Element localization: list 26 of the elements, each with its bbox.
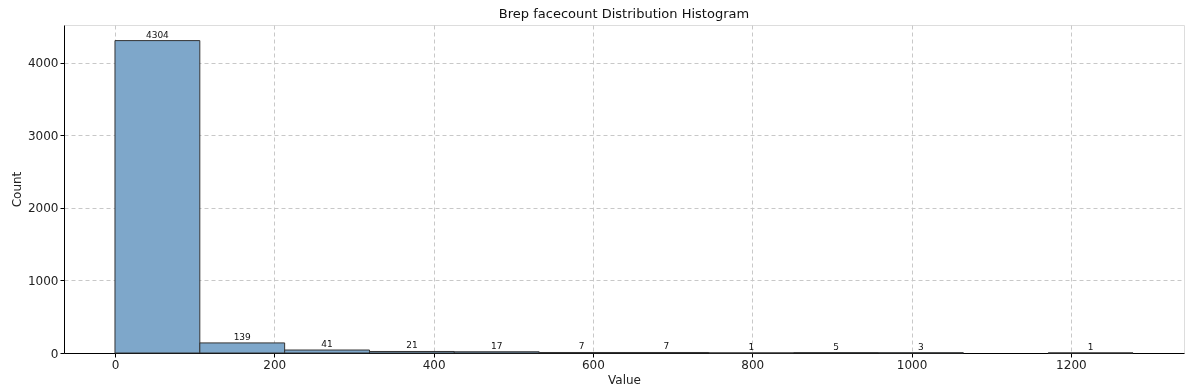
y-tick-label: 0 [50, 346, 59, 361]
x-tick-label: 0 [111, 357, 120, 372]
data-label: 3 [918, 341, 924, 352]
chart-title: Brep facecount Distribution Histogram [498, 6, 750, 21]
data-label: 7 [578, 341, 585, 352]
x-tick-label: 200 [263, 357, 287, 372]
data-label: 21 [406, 340, 418, 351]
x-tick-label: 600 [581, 357, 605, 372]
data-label: 139 [233, 331, 252, 342]
data-label: 41 [321, 339, 333, 350]
y-tick-label: 2000 [27, 201, 59, 216]
x-tick-label: 1000 [896, 357, 928, 372]
x-tick-label: 400 [422, 357, 446, 372]
y-axis-title: Count [9, 171, 24, 208]
data-label: 7 [663, 341, 670, 352]
data-label: 1 [1087, 341, 1094, 352]
y-tick-label: 4000 [27, 56, 59, 71]
x-axis-title: Value [608, 372, 641, 387]
y-tick-label: 3000 [27, 128, 59, 143]
data-label: 5 [833, 341, 839, 352]
data-label: 4304 [145, 29, 170, 40]
data-label: 1 [748, 341, 755, 352]
y-tick-label: 1000 [27, 273, 59, 288]
data-label: 17 [491, 340, 503, 351]
x-tick-label: 1200 [1056, 357, 1087, 372]
x-tick-label: 800 [741, 357, 765, 372]
